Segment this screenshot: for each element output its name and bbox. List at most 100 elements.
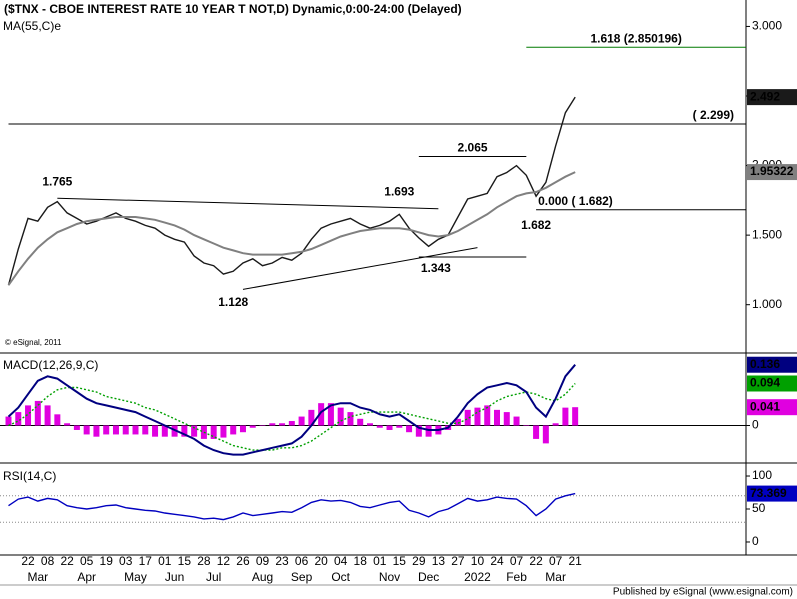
legend-entry: MA(55,C)e <box>3 19 61 33</box>
level-label: 2.065 <box>458 141 488 155</box>
histogram-bar <box>318 403 325 426</box>
level-label: 1.343 <box>421 261 451 275</box>
pivot-label: 1.128 <box>218 295 248 309</box>
y-tick-label: 0 <box>752 418 759 432</box>
histogram-bar <box>337 407 344 426</box>
x-tick-label: 08 <box>41 554 55 568</box>
last-value-label: 0.094 <box>750 376 780 390</box>
x-tick-label: 01 <box>373 554 387 568</box>
x-tick-label: 17 <box>139 554 153 568</box>
x-tick-label: 28 <box>197 554 211 568</box>
last-value-box <box>747 485 797 502</box>
histogram-bar <box>386 425 393 430</box>
x-month-label: Mar <box>545 570 566 584</box>
histogram-bar <box>523 425 530 427</box>
histogram-bar <box>503 412 510 426</box>
x-tick-label: 22 <box>60 554 74 568</box>
last-value-label: 1.95322 <box>750 164 794 178</box>
histogram-bar <box>552 423 559 426</box>
chart-title: ($TNX - CBOE INTEREST RATE 10 YEAR T NOT… <box>4 2 462 16</box>
histogram-bar <box>464 409 471 426</box>
x-month-label: Oct <box>331 570 350 584</box>
histogram-bar <box>34 400 41 426</box>
histogram-bar <box>64 423 71 426</box>
histogram-bar <box>288 421 295 426</box>
histogram-bar <box>376 425 383 428</box>
x-tick-label: 21 <box>568 554 582 568</box>
pivot-label: 1.693 <box>384 184 414 198</box>
histogram-bar <box>191 425 198 437</box>
histogram-bar <box>93 425 100 437</box>
histogram-bar <box>513 416 520 426</box>
histogram-bar <box>230 425 237 435</box>
histogram-bar <box>152 425 159 437</box>
histogram-bar <box>347 412 354 426</box>
y-tick-label: 3.000 <box>752 19 782 33</box>
x-tick-label: 22 <box>529 554 543 568</box>
x-tick-label: 27 <box>451 554 465 568</box>
histogram-bar <box>572 407 579 426</box>
x-month-label: May <box>124 570 147 584</box>
histogram-bar <box>279 423 286 426</box>
y-tick-label: 100 <box>752 468 772 482</box>
x-month-label: Sep <box>291 570 313 584</box>
histogram-bar <box>161 425 168 437</box>
series-line <box>8 492 576 521</box>
histogram-bar <box>396 425 403 428</box>
histogram-bar <box>25 405 32 426</box>
y-tick-label: 50 <box>752 501 766 515</box>
histogram-bar <box>210 425 217 439</box>
histogram-bar <box>132 425 139 435</box>
pivot-label: 1.682 <box>521 218 551 232</box>
x-month-label: Nov <box>379 570 400 584</box>
histogram-bar <box>542 425 549 444</box>
series-line <box>7 171 576 286</box>
histogram-bar <box>83 425 90 435</box>
histogram-bar <box>249 425 256 428</box>
x-tick-label: 20 <box>314 554 328 568</box>
histogram-bar <box>327 403 334 426</box>
x-month-label: Jul <box>206 570 221 584</box>
x-tick-label: 03 <box>119 554 133 568</box>
trendline <box>57 197 439 210</box>
last-value-box <box>747 164 797 181</box>
trendline <box>242 247 478 290</box>
x-tick-label: 23 <box>275 554 289 568</box>
x-tick-label: 26 <box>236 554 250 568</box>
histogram-bar <box>454 418 461 426</box>
level-label: 1.618 (2.850196) <box>590 31 681 45</box>
histogram-bar <box>425 425 432 437</box>
histogram-bar <box>484 405 491 426</box>
x-tick-label: 13 <box>432 554 446 568</box>
panel-title: RSI(14,C) <box>3 469 56 483</box>
histogram-bar <box>220 425 227 438</box>
histogram-bar <box>298 416 305 426</box>
x-month-label: Jun <box>165 570 184 584</box>
x-month-label: Mar <box>27 570 48 584</box>
last-value-box <box>747 356 797 373</box>
histogram-bar <box>357 418 364 426</box>
last-value-label: 0.136 <box>750 357 780 371</box>
histogram-bar <box>15 412 22 426</box>
y-tick-label: 0 <box>752 534 759 548</box>
last-value-box <box>747 89 797 106</box>
x-tick-label: 10 <box>471 554 485 568</box>
series-line <box>7 364 576 456</box>
x-month-label: Aug <box>252 570 273 584</box>
histogram-bar <box>562 407 569 426</box>
histogram-bar <box>239 425 246 433</box>
x-month-label: Feb <box>506 570 527 584</box>
histogram-bar <box>73 425 80 430</box>
x-tick-label: 12 <box>217 554 231 568</box>
histogram-bar <box>122 425 129 435</box>
x-tick-label: 15 <box>393 554 407 568</box>
x-month-label: Dec <box>418 570 439 584</box>
histogram-bar <box>54 414 61 426</box>
x-tick-label: 04 <box>334 554 348 568</box>
histogram-bar <box>533 425 540 439</box>
last-value-box <box>747 375 797 392</box>
credit: © eSignal, 2011 <box>5 338 62 347</box>
histogram-bar <box>142 425 149 435</box>
x-tick-label: 18 <box>354 554 368 568</box>
